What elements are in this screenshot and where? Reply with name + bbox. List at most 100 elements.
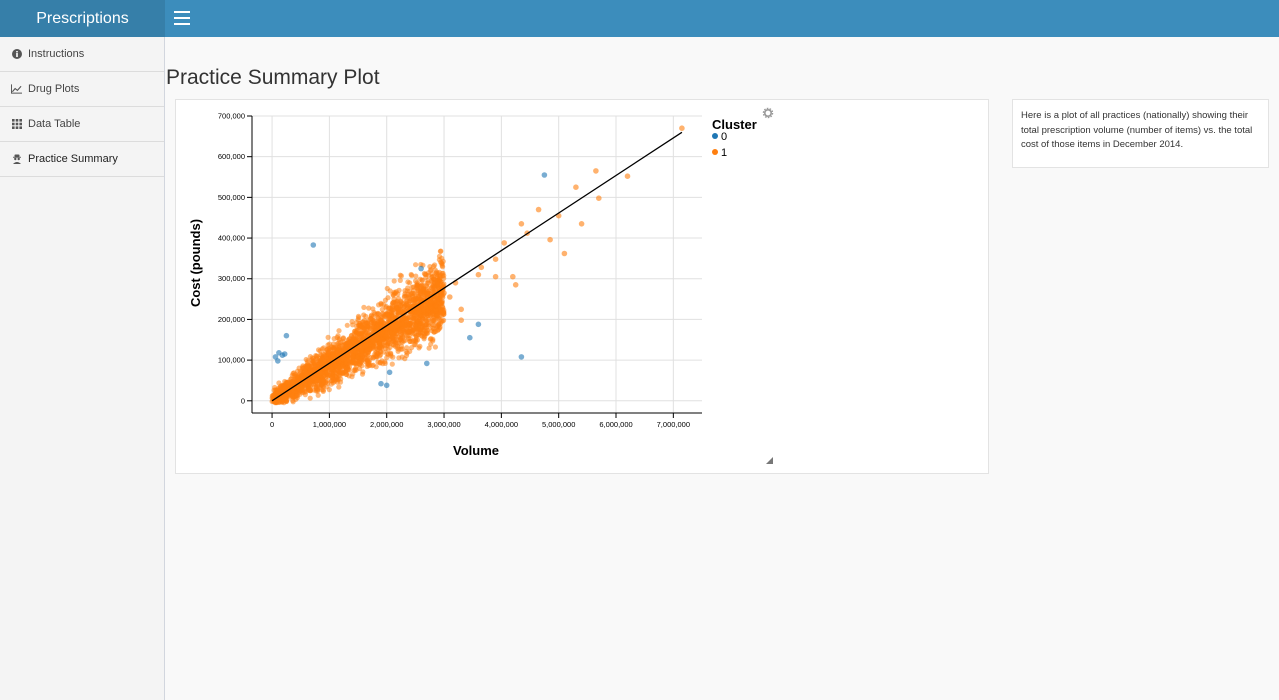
scatter-point-cluster-1 xyxy=(403,317,410,323)
scatter-point-cluster-1 xyxy=(330,341,337,347)
scatter-point-cluster-1 xyxy=(368,313,374,319)
scatter-point-cluster-1 xyxy=(409,284,415,290)
scatter-point-cluster-1 xyxy=(355,331,362,337)
scatter-point-cluster-1 xyxy=(405,335,411,341)
scatter-point-cluster-1 xyxy=(366,346,372,352)
y-tick-label: 500,000 xyxy=(218,193,245,202)
user-secret-icon xyxy=(11,154,22,165)
x-tick-label: 1,000,000 xyxy=(313,420,346,429)
y-tick-label: 300,000 xyxy=(218,274,245,283)
scatter-point-cluster-1 xyxy=(352,328,358,334)
scatter-point-cluster-0 xyxy=(424,360,430,367)
scatter-point-cluster-1 xyxy=(437,324,443,330)
legend-entry-0: 0 xyxy=(721,131,727,143)
scatter-point-cluster-1 xyxy=(351,367,357,373)
scatter-point-cluster-1 xyxy=(376,311,382,317)
scatter-point-cluster-1 xyxy=(417,276,423,282)
scatter-point-cluster-1 xyxy=(432,344,438,350)
grid-icon xyxy=(11,119,22,130)
scatter-point-cluster-1 xyxy=(375,321,381,327)
scatter-chart[interactable]: 0 1,000,000 2,000,000 3,000,000 4,000,000 5,0… xyxy=(176,100,988,473)
scatter-point-cluster-1 xyxy=(435,296,442,302)
sidebar-item-instructions[interactable]: Instructions xyxy=(0,37,164,72)
scatter-point-cluster-1 xyxy=(307,381,313,387)
info-text: Here is a plot of all practices (nationa… xyxy=(1021,110,1253,150)
scatter-point-cluster-1 xyxy=(394,300,400,306)
x-tick-label: 7,000,000 xyxy=(657,420,690,429)
scatter-point-cluster-1 xyxy=(368,354,374,360)
scatter-point-cluster-1 xyxy=(394,331,400,337)
settings-gear-icon[interactable] xyxy=(762,107,774,119)
scatter-point-cluster-1 xyxy=(593,168,599,174)
scatter-point-cluster-1 xyxy=(424,291,430,297)
scatter-point-cluster-1 xyxy=(436,257,442,263)
scatter-point-cluster-1 xyxy=(345,366,351,372)
chart-axes: 0 1,000,000 2,000,000 3,000,000 4,000,000 5,0… xyxy=(218,112,702,429)
scatter-point-cluster-1 xyxy=(518,221,525,227)
scatter-point-cluster-1 xyxy=(430,317,437,323)
scatter-point-cluster-1 xyxy=(420,321,426,327)
scatter-point-cluster-1 xyxy=(439,270,445,276)
scatter-point-cluster-1 xyxy=(492,273,499,280)
scatter-point-cluster-1 xyxy=(336,346,342,352)
scatter-point-cluster-1 xyxy=(331,346,338,352)
scatter-point-cluster-1 xyxy=(398,298,404,304)
sidebar-item-drug-plots[interactable]: Drug Plots xyxy=(0,72,164,107)
scatter-point-cluster-1 xyxy=(409,290,415,296)
x-axis-label: Volume xyxy=(453,443,499,458)
y-tick-label: 200,000 xyxy=(218,315,245,324)
x-tick-label: 5,000,000 xyxy=(542,420,575,429)
resize-handle-icon[interactable] xyxy=(766,457,773,464)
scatter-point-cluster-1 xyxy=(510,273,516,280)
scatter-point-cluster-1 xyxy=(385,351,391,357)
scatter-point-cluster-1 xyxy=(380,349,387,355)
scatter-point-cluster-1 xyxy=(398,343,405,349)
sidebar-item-practice-summary[interactable]: Practice Summary xyxy=(0,142,164,177)
scatter-point-cluster-1 xyxy=(433,302,439,308)
scatter-point-cluster-1 xyxy=(329,378,335,384)
top-navbar: Prescriptions xyxy=(0,0,1279,37)
scatter-point-cluster-1 xyxy=(396,309,402,315)
legend-marker-1 xyxy=(712,149,718,155)
scatter-point-cluster-1 xyxy=(361,304,367,310)
scatter-point-cluster-1 xyxy=(385,295,391,301)
scatter-point-cluster-1 xyxy=(364,363,370,369)
scatter-point-cluster-1 xyxy=(429,310,436,317)
x-tick-label: 3,000,000 xyxy=(427,420,460,429)
scatter-point-cluster-1 xyxy=(404,322,410,329)
scatter-point-cluster-1 xyxy=(355,313,362,319)
sidebar-toggle-icon[interactable] xyxy=(174,11,190,25)
x-tick-label: 2,000,000 xyxy=(370,420,403,429)
scatter-point-cluster-1 xyxy=(340,362,346,369)
scatter-point-cluster-1 xyxy=(429,274,435,280)
scatter-point-cluster-1 xyxy=(416,345,422,351)
scatter-point-cluster-1 xyxy=(407,348,413,354)
scatter-point-cluster-0 xyxy=(281,351,288,357)
scatter-point-cluster-1 xyxy=(351,339,357,346)
sidebar-item-data-table[interactable]: Data Table xyxy=(0,107,164,142)
scatter-point-cluster-1 xyxy=(359,323,365,330)
scatter-point-cluster-1 xyxy=(334,351,341,358)
scatter-point-cluster-1 xyxy=(418,303,424,310)
scatter-point-cluster-1 xyxy=(385,312,391,318)
scatter-point-cluster-1 xyxy=(307,395,313,401)
scatter-point-cluster-1 xyxy=(325,380,331,386)
scatter-point-cluster-1 xyxy=(415,283,421,289)
scatter-point-cluster-1 xyxy=(414,291,420,297)
scatter-point-cluster-0 xyxy=(386,369,393,376)
scatter-point-cluster-1 xyxy=(382,360,388,366)
legend-title: Cluster xyxy=(712,117,757,132)
app-title[interactable]: Prescriptions xyxy=(0,0,165,37)
scatter-point-cluster-1 xyxy=(370,306,376,312)
scatter-point-cluster-1 xyxy=(313,384,319,390)
scatter-point-cluster-1 xyxy=(346,341,353,347)
scatter-point-cluster-1 xyxy=(475,271,482,278)
scatter-point-cluster-1 xyxy=(441,290,447,296)
scatter-point-cluster-1 xyxy=(492,256,499,262)
scatter-point-cluster-1 xyxy=(408,315,414,321)
scatter-point-cluster-1 xyxy=(426,300,433,307)
scatter-point-cluster-1 xyxy=(336,328,342,334)
scatter-point-cluster-1 xyxy=(409,320,415,326)
scatter-point-cluster-1 xyxy=(392,291,398,297)
sidebar-item-label: Practice Summary xyxy=(28,153,118,165)
